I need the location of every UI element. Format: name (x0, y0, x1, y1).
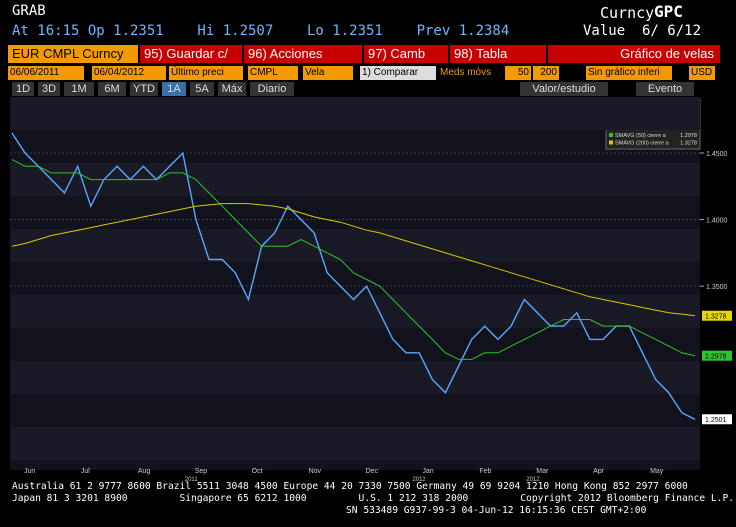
footer-line: Japan 81 3 3201 8900 Singapore 65 6212 1… (12, 493, 734, 504)
price-tag-label: 1.2501 (705, 417, 727, 424)
source-field[interactable]: CMPL (248, 66, 298, 80)
x-tick-label: Jun (24, 468, 35, 475)
compare[interactable]: 1) Comparar (360, 66, 436, 80)
tab[interactable]: 96) Acciones (244, 45, 362, 63)
tab[interactable]: 98) Tabla (450, 45, 546, 63)
period[interactable]: 1D (12, 82, 34, 96)
band (10, 427, 700, 460)
price-tag (702, 350, 732, 361)
tab[interactable]: 95) Guardar c/ (140, 45, 242, 63)
chart-style[interactable]: Vela (303, 66, 353, 80)
series-line (11, 159, 696, 360)
y-tick-label: 1.3500 (706, 284, 728, 291)
x-tick-label: May (650, 468, 664, 475)
tool[interactable]: Evento (636, 82, 694, 96)
legend-label: SMAVG (200) cierre a (615, 141, 670, 147)
price-tag (702, 310, 732, 321)
source-code: GPC (654, 2, 683, 21)
period[interactable]: 5A (190, 82, 214, 96)
year-label: 2012 (526, 477, 540, 483)
price-tag-label: 1.2978 (705, 354, 727, 361)
period[interactable]: YTD (130, 82, 158, 96)
x-tick-label: Apr (593, 468, 605, 475)
period[interactable]: 3D (38, 82, 60, 96)
moving-averages: Meds móvs (438, 66, 502, 80)
start-date[interactable]: 06/06/2011 (8, 66, 84, 80)
year-label: 2011 (185, 477, 199, 483)
legend-value: 1.2978 (680, 133, 697, 139)
period-active[interactable]: 1A (162, 82, 186, 96)
source: Curncy (600, 4, 655, 22)
x-tick-label: Feb (479, 468, 491, 475)
x-tick-label: Mar (536, 468, 549, 475)
band (10, 295, 700, 328)
legend-swatch (609, 140, 613, 145)
price-tag (702, 414, 732, 425)
series-line (11, 203, 696, 317)
x-tick-label: Dec (366, 468, 379, 475)
period[interactable]: 6M (98, 82, 126, 96)
security-tab[interactable]: EUR CMPL Curncy (8, 45, 138, 63)
currency[interactable]: USD (689, 66, 715, 80)
footer-line: Australia 61 2 9777 8600 Brazil 5511 304… (12, 481, 688, 492)
field[interactable]: Último preci (169, 66, 243, 80)
tool[interactable]: Valor/estudio (520, 82, 608, 96)
y-tick-label: 1.4500 (706, 151, 728, 158)
band (10, 229, 700, 262)
band (10, 97, 700, 130)
x-tick-label: Oct (252, 468, 263, 475)
ma-short[interactable]: 50 (505, 66, 531, 80)
legend-value: 1.3278 (680, 141, 697, 147)
series-line (11, 132, 696, 421)
year-label: 2012 (412, 477, 426, 483)
period[interactable]: Máx (218, 82, 246, 96)
axis-bg (700, 97, 736, 470)
x-tick-label: Aug (138, 468, 151, 475)
x-tick-label: Jan (422, 468, 433, 475)
frequency[interactable]: Diario (250, 82, 294, 96)
ticker: GRAB (12, 3, 46, 19)
y-tick-label: 1.4000 (706, 218, 728, 225)
quote: At 16:15 Op 1.2351 Hi 1.2507 Lo 1.2351 P… (12, 23, 510, 39)
x-tick-label: Jul (81, 468, 90, 475)
lower-chart[interactable]: Sin gráfico inferi (586, 66, 672, 80)
chart: Último precio1.2501Máximo el 06/08/111.4… (10, 97, 736, 483)
legend-swatch (609, 133, 613, 137)
footer-line: SN 533489 G937-99-3 04-Jun-12 16:15:36 C… (346, 505, 647, 516)
period[interactable]: 1M (64, 82, 94, 96)
band (10, 361, 700, 394)
end-date[interactable]: 06/04/2012 (92, 66, 166, 80)
legend-label: SMAVG (50) cierre a (615, 133, 667, 139)
x-tick-label: Nov (309, 468, 322, 475)
plot-bg (10, 97, 700, 470)
ma-long[interactable]: 200 (533, 66, 559, 80)
tab[interactable]: 97) Camb (364, 45, 448, 63)
value-date: Value 6/ 6/12 (583, 23, 702, 39)
x-tick-label: Sep (195, 468, 208, 475)
price-tag-label: 1.3278 (705, 314, 727, 321)
tab[interactable]: Gráfico de velas (548, 45, 720, 63)
